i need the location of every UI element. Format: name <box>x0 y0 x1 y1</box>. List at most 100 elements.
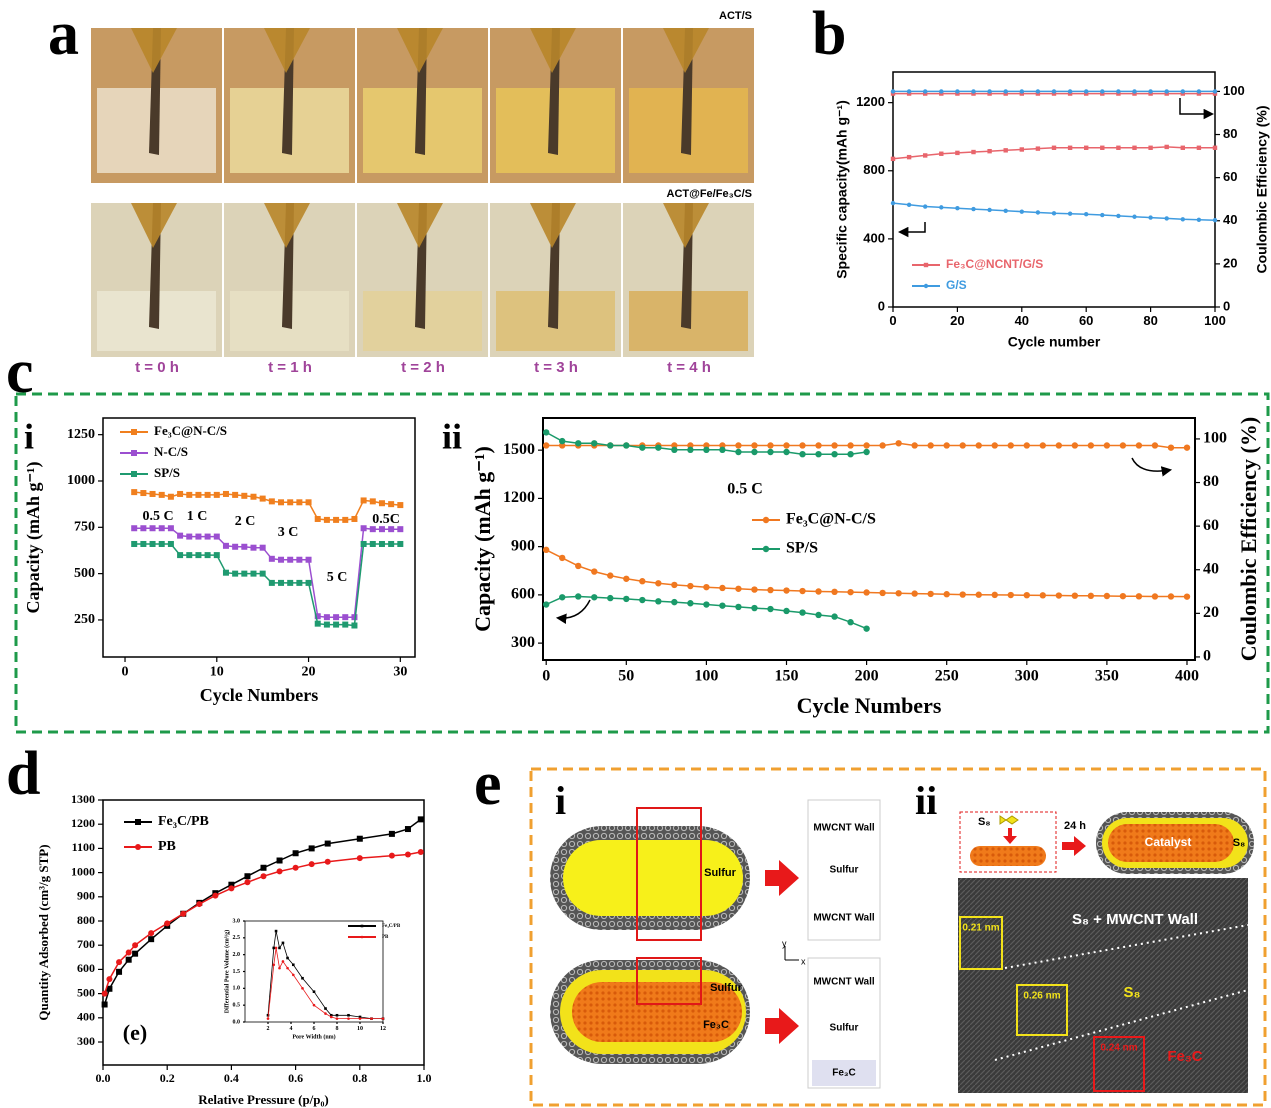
marker <box>960 591 966 597</box>
marker <box>767 606 773 612</box>
row-label: ACT/S <box>719 10 752 22</box>
marker <box>292 974 295 977</box>
marker <box>847 619 853 625</box>
marker <box>132 951 138 957</box>
marker <box>655 598 661 604</box>
marker <box>214 492 220 498</box>
marker <box>735 442 741 448</box>
marker <box>164 920 170 926</box>
marker <box>987 89 991 93</box>
x-tick-label: 4 <box>290 1026 293 1032</box>
marker <box>379 541 385 547</box>
chart-title: i <box>24 416 34 456</box>
marker <box>272 947 275 950</box>
axis-glyph-label: x <box>801 956 806 966</box>
x-tick-label: 40 <box>1015 313 1029 328</box>
fe3c-particle <box>970 846 1046 866</box>
marker <box>361 525 367 531</box>
marker <box>591 594 597 600</box>
plot-frame <box>893 72 1215 307</box>
marker <box>278 580 284 586</box>
marker <box>347 1017 350 1020</box>
marker <box>1148 146 1152 150</box>
marker <box>923 204 927 208</box>
y-tick-label: 900 <box>511 537 535 554</box>
x-tick-label: 12 <box>380 1026 386 1032</box>
marker <box>655 580 661 586</box>
y2-tick-label: 40 <box>1203 560 1219 577</box>
marker <box>923 89 927 93</box>
marker <box>1184 593 1190 599</box>
x-tick-label: 0 <box>889 313 896 328</box>
marker <box>140 541 146 547</box>
marker <box>591 440 597 446</box>
y-tick-label: 1250 <box>67 427 95 442</box>
marker <box>891 89 895 93</box>
legend-marker <box>763 517 769 523</box>
marker <box>301 987 304 990</box>
marker <box>357 836 363 842</box>
marker <box>992 592 998 598</box>
marker <box>1181 217 1185 221</box>
marker <box>831 613 837 619</box>
marker <box>799 451 805 457</box>
time-label: t = 1 h <box>268 359 312 376</box>
legend-marker <box>135 844 141 850</box>
marker <box>159 525 165 531</box>
marker <box>351 516 357 522</box>
x-tick-label: 150 <box>774 668 798 685</box>
legend-marker <box>361 925 364 928</box>
marker <box>293 865 299 871</box>
marker <box>559 555 565 561</box>
y-tick-label: 1.5 <box>233 969 241 975</box>
marker <box>783 442 789 448</box>
marker <box>106 976 112 982</box>
annotation: 3 C <box>278 525 299 540</box>
legend-label: Fe₃C/PB <box>382 924 401 929</box>
marker <box>1088 442 1094 448</box>
marker <box>324 622 330 628</box>
marker <box>267 1017 270 1020</box>
marker <box>232 492 238 498</box>
marker <box>687 600 693 606</box>
marker <box>269 556 275 562</box>
marker <box>955 206 959 210</box>
marker <box>831 442 837 448</box>
marker <box>1120 593 1126 599</box>
figure: a b c d e ACT/S ACT@Fe/Fe₃C/S i ii Sulfu… <box>0 0 1271 1108</box>
spacing-label: 0.21 nm <box>962 923 999 934</box>
marker <box>1020 89 1024 93</box>
marker <box>397 502 403 508</box>
marker <box>767 449 773 455</box>
marker <box>277 858 283 864</box>
x-tick-label: 200 <box>855 668 879 685</box>
marker <box>943 442 949 448</box>
marker <box>1036 210 1040 214</box>
marker <box>324 517 330 523</box>
marker <box>324 614 330 620</box>
marker <box>1068 146 1072 150</box>
marker <box>955 89 959 93</box>
marker <box>351 623 357 629</box>
marker <box>783 449 789 455</box>
y-tick-label: 800 <box>77 913 95 927</box>
marker <box>301 977 304 980</box>
x-tick-label: 0 <box>122 665 129 680</box>
marker <box>575 593 581 599</box>
marker <box>879 442 885 448</box>
marker <box>293 850 299 856</box>
marker <box>907 203 911 207</box>
marker <box>1152 593 1158 599</box>
marker <box>783 587 789 593</box>
marker <box>719 447 725 453</box>
marker <box>223 543 229 549</box>
marker <box>543 601 549 607</box>
marker <box>286 957 289 960</box>
marker <box>607 442 613 448</box>
chart-title: ii <box>442 416 462 456</box>
time-label: t = 0 h <box>135 359 179 376</box>
annotation: 0.5C <box>372 512 400 527</box>
marker <box>1136 593 1142 599</box>
time-label: t = 4 h <box>667 359 711 376</box>
marker <box>751 442 757 448</box>
